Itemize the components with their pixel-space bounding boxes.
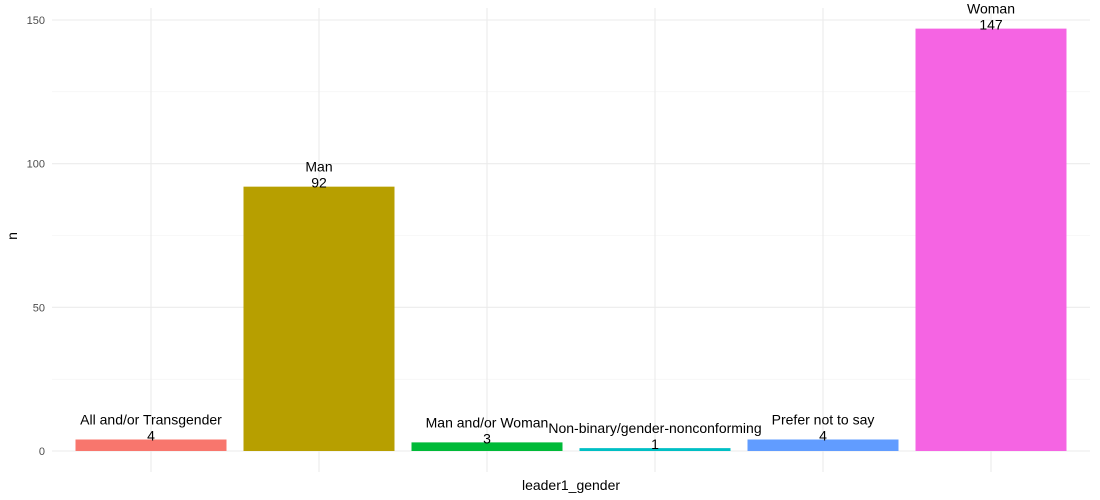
bar-value-label: 92 [311,175,327,191]
bar [915,28,1067,452]
y-axis-title: n [4,232,20,240]
y-tick-label: 0 [39,446,45,458]
bar-category-label: Man and/or Woman [426,414,549,430]
bar-category-label: Man [305,159,332,175]
bar-value-label: 4 [819,428,827,444]
y-tick-label: 150 [27,15,45,27]
y-tick-labels: 0 50 100 150 [27,15,45,458]
bar-value-label: 1 [651,436,659,452]
bar-value-label: 3 [483,430,491,446]
bar-value-label: 4 [147,428,155,444]
bar-value-label: 147 [979,17,1003,33]
bars [75,28,1067,452]
bar [579,448,731,451]
bar [411,442,563,451]
bar-category-label: Woman [967,1,1015,17]
bar [243,186,395,452]
bar [747,439,899,451]
bar-category-label: All and/or Transgender [80,412,222,428]
bar-category-label: Non-binary/gender-nonconforming [548,420,761,436]
y-tick-label: 50 [33,302,45,314]
x-axis-title: leader1_gender [522,477,620,493]
bar [75,439,227,451]
bar-category-label: Prefer not to say [772,412,875,428]
y-tick-label: 100 [27,159,45,171]
